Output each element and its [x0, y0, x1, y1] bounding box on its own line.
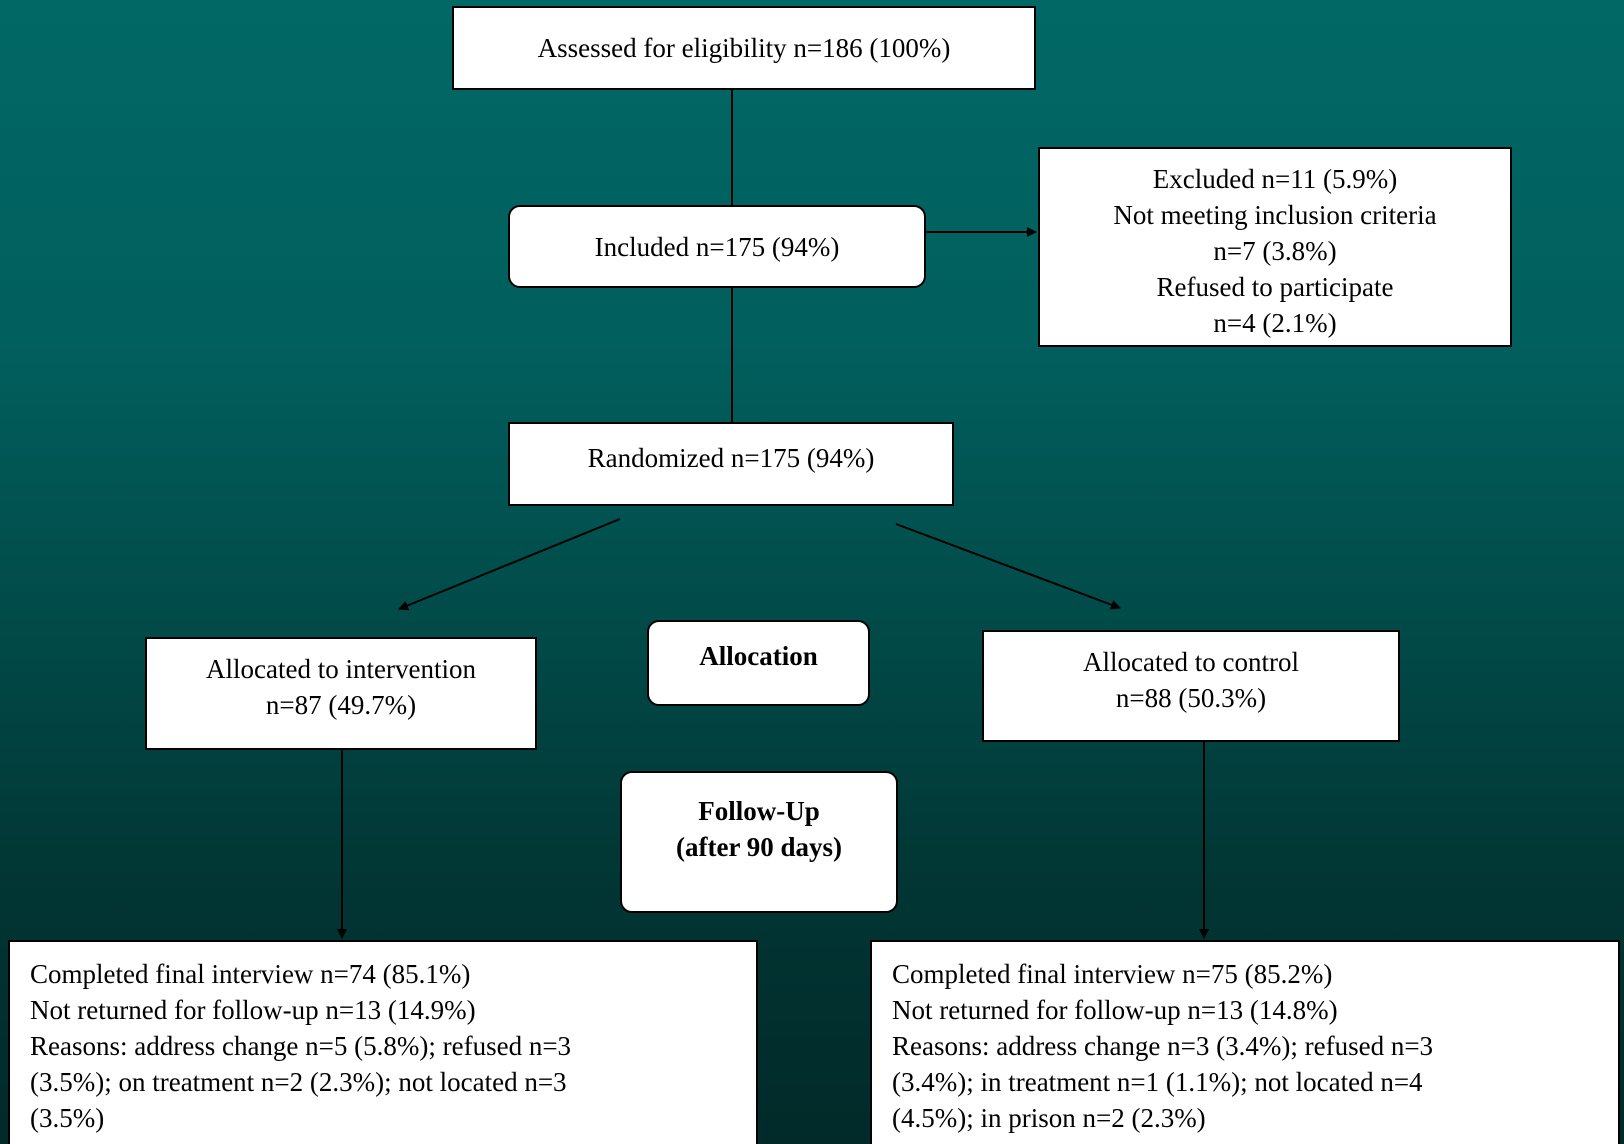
allocation-box: Allocation [647, 620, 870, 706]
intervention-outcome-line-2: Not returned for follow-up n=13 (14.9%) [30, 995, 476, 1025]
excluded-line-5: n=4 (2.1%) [1213, 308, 1337, 338]
intervention-outcome-line-3: Reasons: address change n=5 (5.8%); refu… [30, 1031, 572, 1061]
control-outcome-line-1: Completed final interview n=75 (85.2%) [892, 959, 1333, 989]
excluded-line-1: Excluded n=11 (5.9%) [1152, 164, 1398, 194]
excluded-box: Excluded n=11 (5.9%) Not meeting inclusi… [1038, 147, 1512, 347]
control-outcome-box: Completed final interview n=75 (85.2%) N… [870, 940, 1620, 1144]
control-outcome-line-5: (4.5%); in prison n=2 (2.3%) [892, 1103, 1206, 1133]
excluded-line-2: Not meeting inclusion criteria [1113, 200, 1437, 230]
randomized-text: Randomized n=175 (94%) [587, 443, 875, 473]
randomized-box: Randomized n=175 (94%) [508, 422, 954, 506]
control-line-2: n=88 (50.3%) [1115, 683, 1267, 713]
followup-line-1: Follow-Up [698, 796, 820, 826]
intervention-outcome-line-1: Completed final interview n=74 (85.1%) [30, 959, 471, 989]
assessed-box: Assessed for eligibility n=186 (100%) [452, 6, 1036, 90]
intervention-box: Allocated to intervention n=87 (49.7%) [145, 637, 537, 750]
randomized-to-control-arrow [895, 523, 1121, 610]
randomized-to-intervention-arrow [398, 518, 621, 611]
followup-box: Follow-Up (after 90 days) [620, 771, 898, 913]
excluded-line-4: Refused to participate [1156, 272, 1394, 302]
excluded-line-3: n=7 (3.8%) [1213, 236, 1337, 266]
control-box: Allocated to control n=88 (50.3%) [982, 630, 1400, 742]
excluded-text-area: Excluded n=11 (5.9%) Not meeting inclusi… [1113, 161, 1436, 345]
intervention-line-2: n=87 (49.7%) [265, 690, 417, 720]
intervention-outcome-line-4: (3.5%); on treatment n=2 (2.3%); not loc… [30, 1067, 567, 1097]
included-box: Included n=175 (94%) [508, 205, 926, 288]
assessed-text: Assessed for eligibility n=186 (100%) [537, 33, 951, 63]
control-line-1: Allocated to control [1083, 647, 1299, 677]
allocation-label: Allocation [699, 641, 818, 671]
control-outcome-line-3: Reasons: address change n=3 (3.4%); refu… [892, 1031, 1434, 1061]
intervention-outcome-line-5: (3.5%) [30, 1103, 105, 1133]
included-text: Included n=175 (94%) [594, 231, 840, 262]
followup-line-2: (after 90 days) [676, 832, 842, 862]
control-outcome-line-4: (3.4%); in treatment n=1 (1.1%); not loc… [892, 1067, 1423, 1097]
control-outcome-line-2: Not returned for follow-up n=13 (14.8%) [892, 995, 1338, 1025]
intervention-line-1: Allocated to intervention [206, 654, 476, 684]
intervention-outcome-box: Completed final interview n=74 (85.1%) N… [8, 940, 758, 1144]
